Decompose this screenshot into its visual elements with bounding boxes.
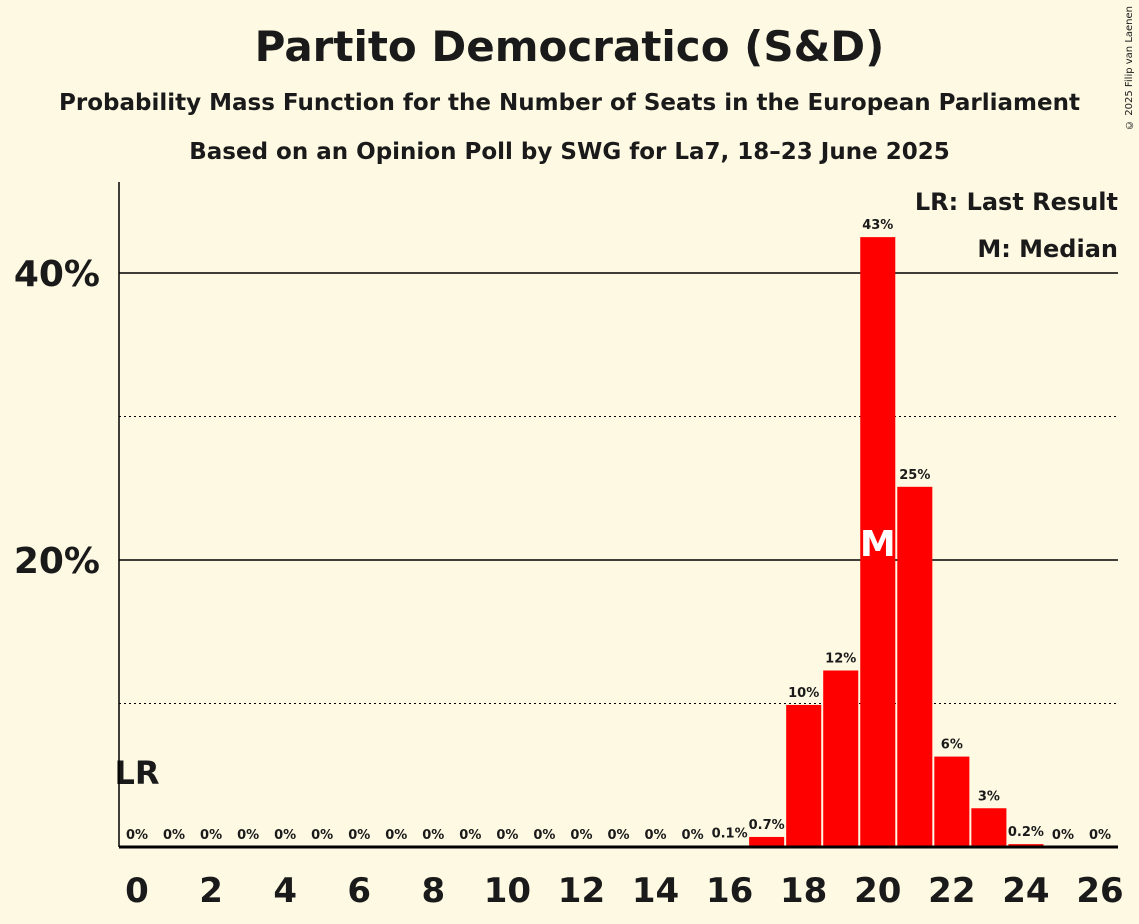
data-label: 0% — [311, 828, 333, 843]
x-tick-label: 16 — [706, 871, 753, 911]
x-tick-label: 22 — [928, 871, 975, 911]
y-tick-label: 20% — [14, 541, 100, 582]
x-tick-label: 2 — [199, 871, 223, 911]
data-label: 0% — [682, 828, 704, 843]
x-tick-label: 20 — [854, 871, 901, 911]
data-label: 6% — [941, 738, 963, 753]
bar — [823, 670, 859, 847]
legend-background — [930, 230, 1120, 264]
bar — [897, 486, 933, 847]
data-label: 0% — [422, 828, 444, 843]
data-label: 0% — [385, 828, 407, 843]
bar — [786, 704, 822, 847]
data-label: 0% — [1089, 828, 1111, 843]
x-tick-label: 0 — [125, 871, 149, 911]
data-label: 0% — [274, 828, 296, 843]
last-result-marker: LR — [114, 754, 159, 792]
legend-entry: LR: Last Result — [915, 188, 1118, 216]
data-label: 0% — [1052, 828, 1074, 843]
data-label: 0% — [533, 828, 555, 843]
data-label: 0% — [237, 828, 259, 843]
bar — [934, 756, 970, 847]
data-label: 0% — [200, 828, 222, 843]
data-label: 0.2% — [1008, 825, 1044, 840]
chart-title: Partito Democratico (S&D) — [254, 22, 885, 71]
y-tick-label: 40% — [14, 254, 100, 295]
x-tick-label: 8 — [421, 871, 445, 911]
x-tick-label: 18 — [780, 871, 827, 911]
bar — [749, 836, 785, 847]
data-label: 12% — [825, 651, 856, 666]
data-label: 0% — [126, 828, 148, 843]
x-tick-label: 10 — [484, 871, 531, 911]
data-label: 0% — [607, 828, 629, 843]
median-marker: M — [860, 524, 896, 565]
x-tick-label: 6 — [347, 871, 371, 911]
data-label: 25% — [899, 468, 930, 483]
data-label: 0% — [459, 828, 481, 843]
data-label: 0% — [496, 828, 518, 843]
data-label: 0% — [644, 828, 666, 843]
x-tick-label: 14 — [632, 871, 679, 911]
chart-subtitle-source: Based on an Opinion Poll by SWG for La7,… — [189, 139, 950, 165]
x-tick-label: 26 — [1076, 871, 1123, 911]
data-label: 3% — [978, 789, 1000, 804]
chart-subtitle: Probability Mass Function for the Number… — [59, 90, 1080, 116]
legend-entry: M: Median — [977, 235, 1118, 263]
x-tick-label: 24 — [1002, 871, 1049, 911]
bar — [860, 237, 896, 847]
x-tick-label: 12 — [558, 871, 605, 911]
data-label: 0.7% — [749, 818, 785, 833]
data-label: 0% — [163, 828, 185, 843]
data-label: 0% — [570, 828, 592, 843]
legend-background — [930, 186, 1120, 220]
data-label: 43% — [862, 218, 893, 233]
bar — [971, 808, 1007, 847]
data-label: 10% — [788, 686, 819, 701]
x-tick-label: 4 — [273, 871, 297, 911]
data-label: 0.1% — [712, 827, 748, 842]
data-label: 0% — [348, 828, 370, 843]
